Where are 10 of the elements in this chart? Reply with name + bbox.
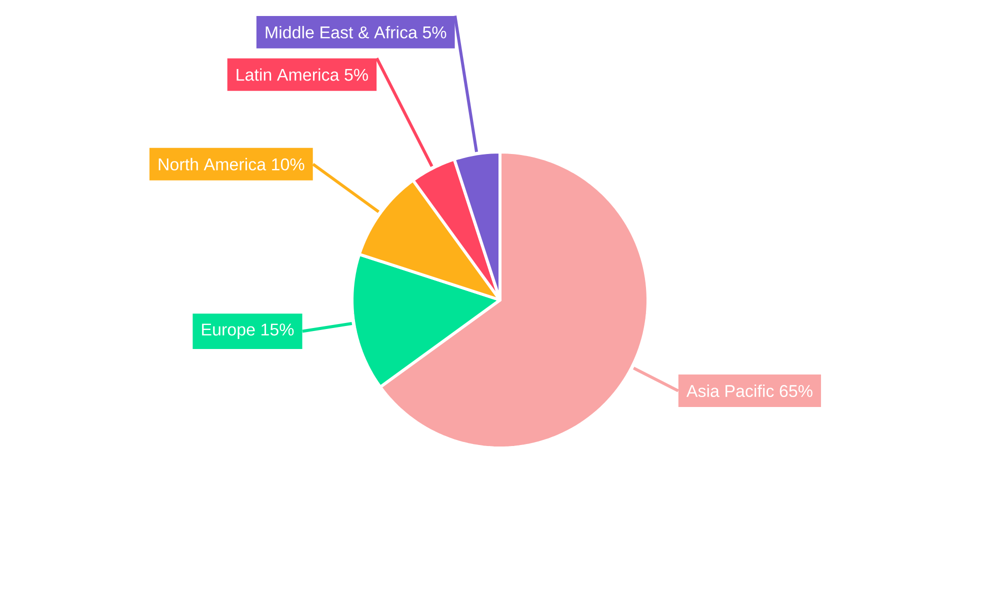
slice-label: Asia Pacific [686, 384, 774, 398]
slice-label: Latin America [236, 68, 340, 81]
data-label: 5% [422, 26, 446, 38]
slice-label: North America [158, 158, 266, 170]
data-label: 65% [780, 384, 812, 398]
data-label: 10% [272, 158, 304, 170]
data-label: 5% [344, 68, 368, 81]
data-label: 15% [262, 324, 294, 336]
slice-label: Europe [202, 324, 255, 339]
slice-label: Middle East & Africa [266, 26, 418, 38]
